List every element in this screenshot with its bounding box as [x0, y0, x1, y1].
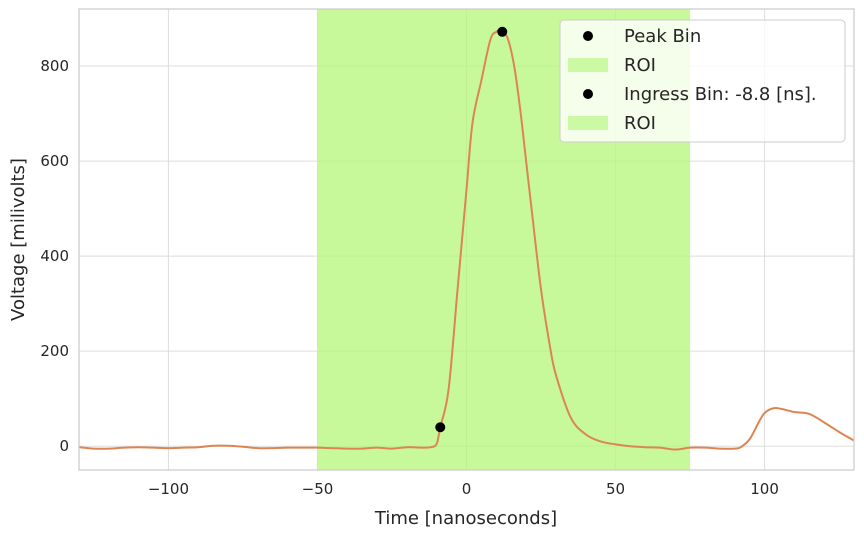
- legend-patch-swatch: [568, 58, 608, 72]
- marker-layer: [435, 26, 508, 433]
- voltage-series-line: [78, 28, 855, 451]
- y-tick-label: 200: [40, 342, 69, 360]
- x-tick-label: 50: [606, 480, 625, 498]
- y-tick-label: 800: [40, 57, 69, 75]
- y-tick-label: 0: [59, 437, 69, 455]
- tick-labels: −100 −50 0 50 100 0 200 400 600 800: [40, 57, 779, 498]
- plot-frame: [78, 8, 855, 471]
- legend-patch-swatch: [568, 116, 608, 130]
- y-axis-label: Voltage [milivolts]: [8, 158, 29, 321]
- legend-box: [559, 19, 846, 143]
- legend-marker-swatch: [583, 89, 593, 99]
- peak-bin-marker: [497, 26, 508, 37]
- legend-marker-swatch: [583, 31, 593, 41]
- x-tick-label: −50: [302, 480, 334, 498]
- x-tick-label: −100: [148, 480, 189, 498]
- y-tick-label: 600: [40, 152, 69, 170]
- ingress-bin-marker: [435, 422, 446, 433]
- x-tick-label: 0: [462, 480, 472, 498]
- x-tick-label: 100: [750, 480, 779, 498]
- x-axis-label: Time [nanoseconds]: [374, 508, 557, 529]
- legend-label: ROI: [624, 113, 656, 134]
- legend-label: ROI: [624, 55, 656, 76]
- legend: Peak Bin ROI Ingress Bin: -8.8 [ns]. ROI: [559, 19, 846, 143]
- series-layer: [78, 28, 855, 451]
- legend-label: Peak Bin: [624, 26, 701, 47]
- y-tick-label: 400: [40, 247, 69, 265]
- legend-label: Ingress Bin: -8.8 [ns].: [624, 84, 817, 105]
